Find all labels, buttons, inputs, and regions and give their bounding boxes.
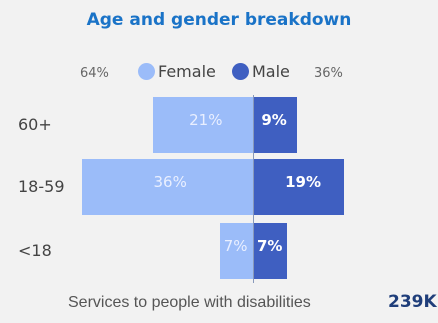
bar-female[interactable] (153, 97, 253, 153)
legend-female[interactable]: Female (138, 62, 216, 81)
bar-male-value-label: 19% (285, 173, 322, 191)
bar-female-value-label: 21% (189, 111, 223, 129)
bar-female[interactable] (219, 223, 253, 279)
bar-female[interactable] (82, 159, 253, 215)
legend-female-percent: 64% (80, 66, 109, 81)
bar-male[interactable] (254, 223, 288, 279)
bar-male[interactable] (254, 159, 345, 215)
category-label: <18 (18, 241, 52, 260)
legend-male-swatch-icon (232, 63, 249, 80)
bar-female-value-label: 36% (153, 173, 187, 191)
footer-value: 239K (388, 292, 437, 312)
category-label: 60+ (18, 115, 52, 134)
footer-label: Services to people with disabilities (68, 294, 311, 311)
legend-male-percent: 36% (314, 66, 343, 81)
bar-male-value-label: 7% (257, 237, 283, 255)
legend-female-swatch-icon (138, 63, 155, 80)
legend-female-label: Female (158, 62, 216, 81)
legend-male-label: Male (252, 62, 290, 81)
bar-male-value-label: 9% (261, 111, 287, 129)
bar-male[interactable] (254, 97, 297, 153)
category-label: 18-59 (18, 177, 65, 196)
bar-female-value-label: 7% (223, 237, 248, 255)
chart-title: Age and gender breakdown (86, 10, 352, 30)
legend-male[interactable]: Male (232, 62, 290, 81)
center-axis-line (253, 95, 254, 283)
